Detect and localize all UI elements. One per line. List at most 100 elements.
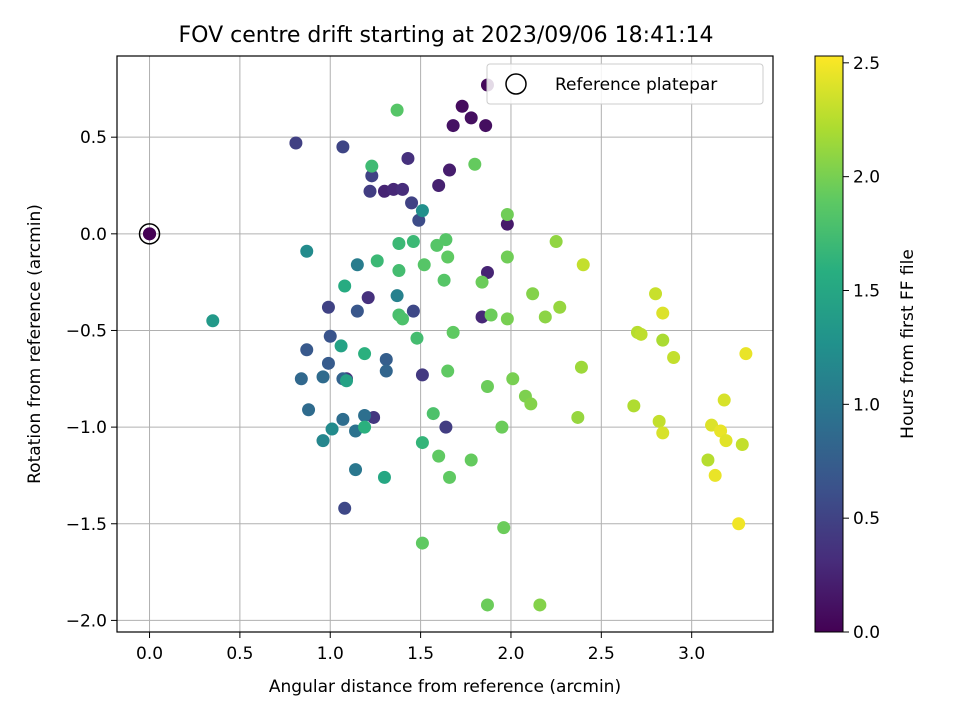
data-point bbox=[300, 343, 314, 357]
data-point bbox=[739, 347, 753, 361]
data-point bbox=[363, 184, 377, 198]
data-point bbox=[379, 364, 393, 378]
x-tick-label: 0.0 bbox=[136, 644, 163, 664]
colorbar-gradient bbox=[814, 55, 844, 633]
data-point bbox=[500, 207, 514, 221]
data-point bbox=[338, 279, 352, 293]
data-point bbox=[300, 244, 314, 258]
data-point bbox=[321, 356, 335, 370]
data-point bbox=[455, 99, 469, 113]
data-point bbox=[714, 424, 728, 438]
legend-label: Reference platepar bbox=[555, 75, 717, 95]
data-point bbox=[506, 372, 520, 386]
data-point bbox=[396, 182, 410, 196]
data-point bbox=[396, 312, 410, 326]
data-point bbox=[701, 453, 715, 467]
data-point bbox=[401, 151, 415, 165]
data-point bbox=[667, 351, 681, 365]
data-point bbox=[549, 235, 563, 249]
data-point bbox=[336, 140, 350, 154]
data-point bbox=[334, 339, 348, 353]
data-point bbox=[415, 368, 429, 382]
data-point bbox=[656, 426, 670, 440]
data-point bbox=[446, 325, 460, 339]
data-point bbox=[719, 434, 733, 448]
data-point bbox=[656, 306, 670, 320]
y-tick-label: −1.5 bbox=[66, 515, 107, 535]
data-point bbox=[524, 397, 538, 411]
data-point bbox=[439, 420, 453, 434]
data-point bbox=[358, 347, 372, 361]
data-point bbox=[475, 275, 489, 289]
data-point bbox=[437, 273, 451, 287]
legend-box bbox=[486, 63, 764, 105]
data-point bbox=[480, 380, 494, 394]
chart-title: FOV centre drift starting at 2023/09/06 … bbox=[179, 23, 714, 48]
data-point bbox=[406, 304, 420, 318]
reference-ring bbox=[138, 223, 161, 245]
colorbar-ticks: 0.0 0.5 1.0 1.5 2.0 2.5 bbox=[843, 54, 880, 643]
y-tick-label: 0.5 bbox=[80, 128, 107, 148]
data-point bbox=[350, 258, 364, 272]
data-point bbox=[526, 287, 540, 301]
data-point bbox=[484, 308, 498, 322]
data-point bbox=[405, 196, 419, 210]
data-point bbox=[390, 289, 404, 303]
data-point bbox=[415, 536, 429, 550]
data-point bbox=[386, 182, 400, 196]
data-point bbox=[480, 265, 494, 279]
data-point bbox=[377, 470, 391, 484]
data-point bbox=[392, 236, 406, 250]
data-point bbox=[468, 157, 482, 171]
data-point bbox=[302, 403, 316, 417]
data-point bbox=[316, 434, 330, 448]
data-point bbox=[406, 235, 420, 249]
data-point bbox=[446, 119, 460, 133]
data-point bbox=[533, 598, 547, 612]
colorbar-tick-label: 2.0 bbox=[853, 168, 880, 188]
data-point bbox=[415, 436, 429, 450]
data-point bbox=[417, 258, 431, 272]
y-axis: −2.0 −1.5 −1.0 −0.5 0.0 0.5 bbox=[66, 128, 117, 631]
data-point bbox=[323, 329, 337, 343]
data-point bbox=[390, 103, 404, 117]
data-point bbox=[350, 304, 364, 318]
data-point bbox=[358, 409, 372, 423]
data-point bbox=[432, 179, 446, 193]
data-points bbox=[143, 78, 753, 612]
legend-marker-icon bbox=[505, 73, 527, 95]
data-point bbox=[365, 169, 379, 183]
data-point bbox=[500, 250, 514, 264]
y-tick-label: −0.5 bbox=[66, 321, 107, 341]
data-point bbox=[479, 119, 493, 133]
data-point bbox=[361, 291, 375, 305]
data-point bbox=[574, 360, 588, 374]
data-point bbox=[571, 410, 585, 424]
y-axis-label: Rotation from reference (arcmin) bbox=[25, 204, 45, 484]
data-point bbox=[464, 453, 478, 467]
data-point bbox=[441, 364, 455, 378]
data-point bbox=[349, 463, 363, 477]
data-point bbox=[294, 372, 308, 386]
x-tick-label: 3.0 bbox=[678, 644, 705, 664]
data-point bbox=[500, 217, 514, 231]
data-point bbox=[464, 111, 478, 125]
colorbar-tick-label: 1.5 bbox=[853, 281, 880, 301]
colorbar-tick-label: 0.5 bbox=[853, 509, 880, 529]
x-axis: 0.0 0.5 1.0 1.5 2.0 2.5 3.0 bbox=[136, 632, 705, 664]
data-point bbox=[627, 399, 641, 413]
data-point bbox=[289, 136, 303, 150]
data-point bbox=[443, 470, 457, 484]
data-point bbox=[340, 374, 354, 388]
x-axis-label: Angular distance from reference (arcmin) bbox=[269, 677, 621, 697]
data-point bbox=[439, 233, 453, 247]
data-point bbox=[392, 264, 406, 278]
data-point bbox=[717, 393, 731, 407]
data-point bbox=[426, 407, 440, 421]
data-point bbox=[634, 327, 648, 341]
data-point bbox=[708, 468, 722, 482]
data-point bbox=[735, 438, 749, 452]
data-point bbox=[652, 414, 666, 428]
